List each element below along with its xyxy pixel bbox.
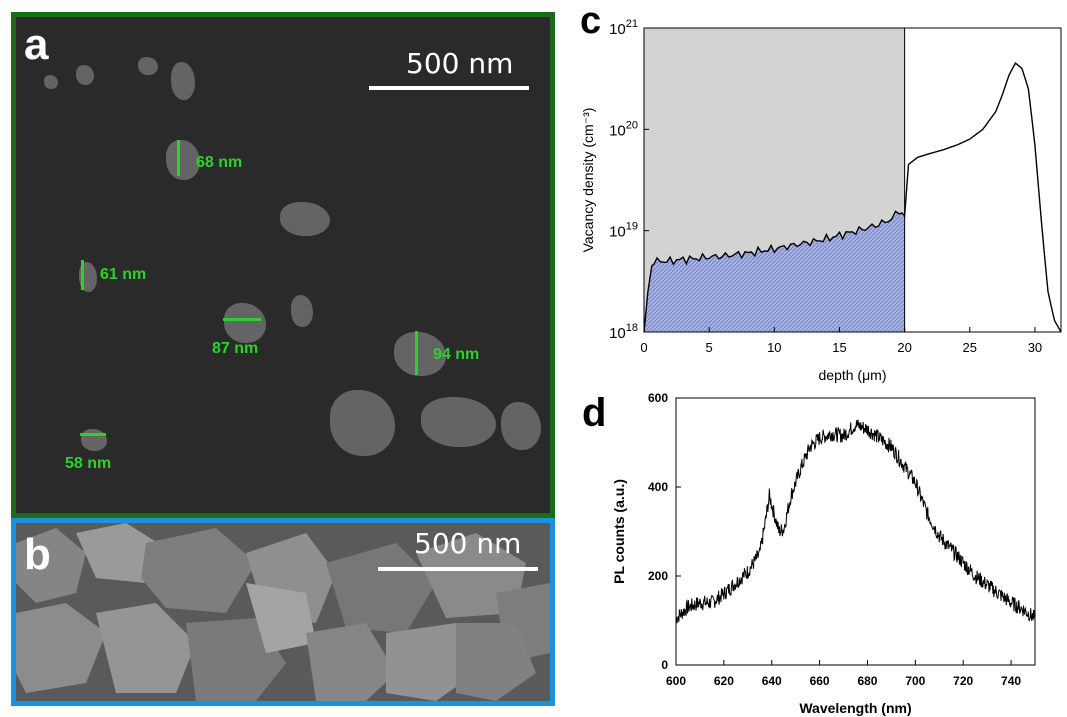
filled-region [644,211,905,332]
scale-bar-a [369,86,529,90]
x-tick-label: 620 [714,674,734,688]
measurement-61nm: 61 nm [100,266,147,283]
y-tick-label: 1018 [609,322,638,342]
x-tick-label: 30 [1028,340,1042,355]
particle [394,332,446,376]
measure-line-68 [177,140,180,176]
y-tick-label: 1021 [609,18,638,38]
particle [501,402,541,450]
x-tick-label: 640 [762,674,782,688]
x-tick-label: 600 [666,674,686,688]
x-tick-label: 20 [897,340,911,355]
x-tick-label: 660 [810,674,830,688]
shaded-region [644,28,905,332]
scale-bar-label-b: 500 nm [414,527,522,560]
y-tick-label: 1020 [609,119,638,139]
panel-label-a: a [24,20,49,69]
measurement-68nm: 68 nm [196,154,243,171]
y-tick-label: 1019 [609,221,638,241]
measurement-58nm: 58 nm [65,455,112,472]
x-tick-label: 10 [767,340,781,355]
measure-line-94 [415,331,418,375]
panel-label-c: c [580,0,602,42]
plot-frame [675,397,1036,666]
agglomerate-texture [16,523,550,701]
x-tick-label: 25 [963,340,977,355]
x-tick-label: 15 [832,340,846,355]
x-tick-label: 0 [640,340,647,355]
x-tick-label: 720 [953,674,973,688]
measure-line-87 [223,318,261,321]
particle [280,202,330,236]
x-axis-title: depth (μm) [819,367,887,383]
pl-spectrum-line [675,419,1036,624]
sem-image-panel-b: b 500 nm [11,518,555,706]
y-tick-label: 200 [648,569,668,583]
y-tick-label: 0 [661,658,668,672]
x-tick-label: 740 [1001,674,1021,688]
y-tick-label: 600 [648,391,668,405]
particle [291,295,313,327]
particle [166,140,200,180]
x-axis-title: Wavelength (nm) [799,700,911,716]
panel-label-d: d [582,391,607,435]
y-tick-label: 400 [648,480,668,494]
y-axis-title: Vacancy density (cm⁻³) [580,108,596,253]
x-tick-label: 680 [857,674,877,688]
particle [44,75,58,89]
panel-label-b: b [24,530,51,579]
x-tick-label: 700 [905,674,925,688]
x-tick-label: 5 [706,340,713,355]
sem-image-panel-a: a 500 nm 68 nm 61 nm 87 nm 94 nm 58 nm [11,12,555,518]
scale-bar-b [378,567,538,571]
measure-line-61 [81,260,84,290]
plot-frame [643,27,1062,333]
particle [421,397,496,447]
particle [76,65,94,85]
vacancy-curve [643,62,1062,333]
scale-bar-label-a: 500 nm [406,47,514,80]
particle [171,62,195,100]
particle [330,390,395,456]
measure-line-58 [80,433,106,436]
particle [224,303,266,343]
y-axis-title: PL counts (a.u.) [611,479,627,584]
particle [138,57,158,75]
measurement-94nm: 94 nm [433,346,480,363]
measurement-87nm: 87 nm [212,340,259,357]
